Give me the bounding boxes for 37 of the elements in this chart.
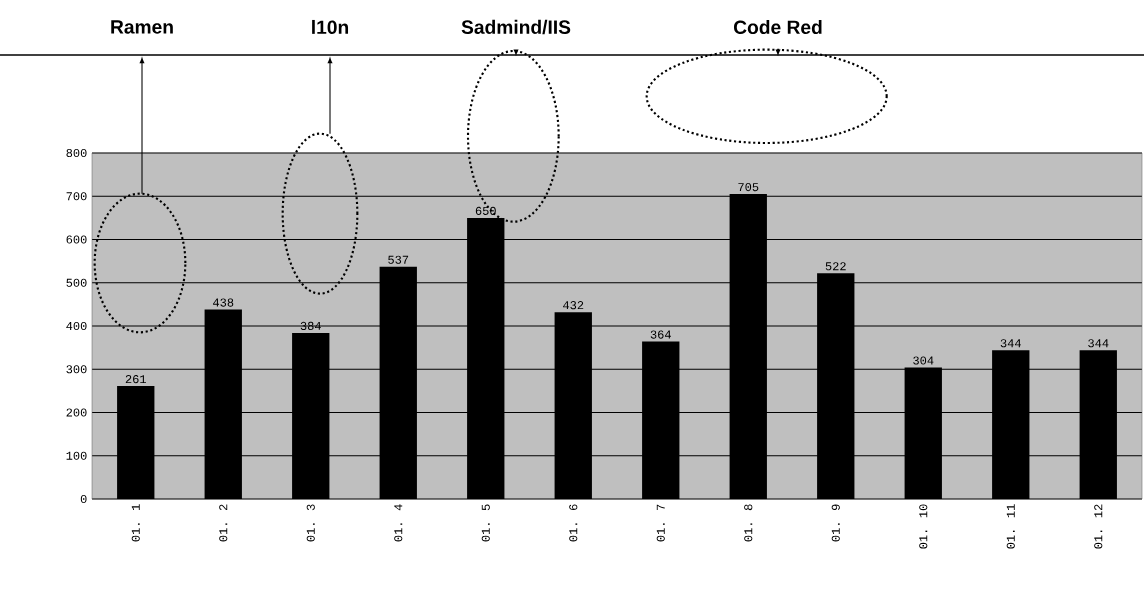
y-tick-label: 200 [66, 408, 87, 417]
x-tick-label: 01. 8 [744, 504, 753, 542]
y-tick-label: 300 [66, 365, 87, 374]
data-label: 537 [388, 255, 409, 264]
x-tick-label: 01. 10 [919, 504, 928, 549]
y-tick-label: 400 [66, 321, 87, 331]
x-tick-label: 01. 1 [131, 504, 140, 542]
y-tick-label: 800 [66, 148, 87, 158]
x-tick-label: 01. 12 [1094, 504, 1103, 549]
data-label: 344 [1088, 339, 1109, 348]
y-tick-label: 100 [66, 451, 87, 460]
data-label: 384 [300, 321, 321, 330]
text: Code Red [734, 19, 822, 35]
text: Sadmind/IIS [461, 19, 571, 35]
data-label: 438 [213, 298, 234, 307]
text: Ramen [111, 20, 173, 34]
data-label: 344 [1000, 339, 1021, 348]
data-label: 261 [125, 375, 146, 384]
y-tick-label: 700 [66, 192, 87, 201]
data-label: 304 [913, 356, 934, 365]
text: l10n [312, 19, 349, 35]
x-tick-label: 01. 4 [394, 504, 403, 542]
x-tick-label: 01. 2 [219, 504, 228, 542]
x-tick-label: 01. 7 [656, 504, 665, 542]
data-label: 650 [475, 206, 496, 215]
y-tick-label: 0 [80, 494, 87, 504]
x-tick-label: 01. 11 [1006, 504, 1015, 549]
x-tick-label: 01. 9 [831, 504, 840, 542]
data-label: 364 [650, 330, 671, 339]
y-tick-label: 600 [66, 235, 87, 244]
data-label: 432 [563, 301, 584, 310]
data-label: 522 [825, 262, 846, 271]
x-tick-label: 01. 5 [481, 504, 490, 542]
y-tick-label: 500 [66, 278, 87, 287]
data-label: 705 [738, 183, 759, 192]
x-tick-label: 01. 6 [569, 504, 578, 542]
x-tick-label: 01. 3 [306, 504, 315, 542]
